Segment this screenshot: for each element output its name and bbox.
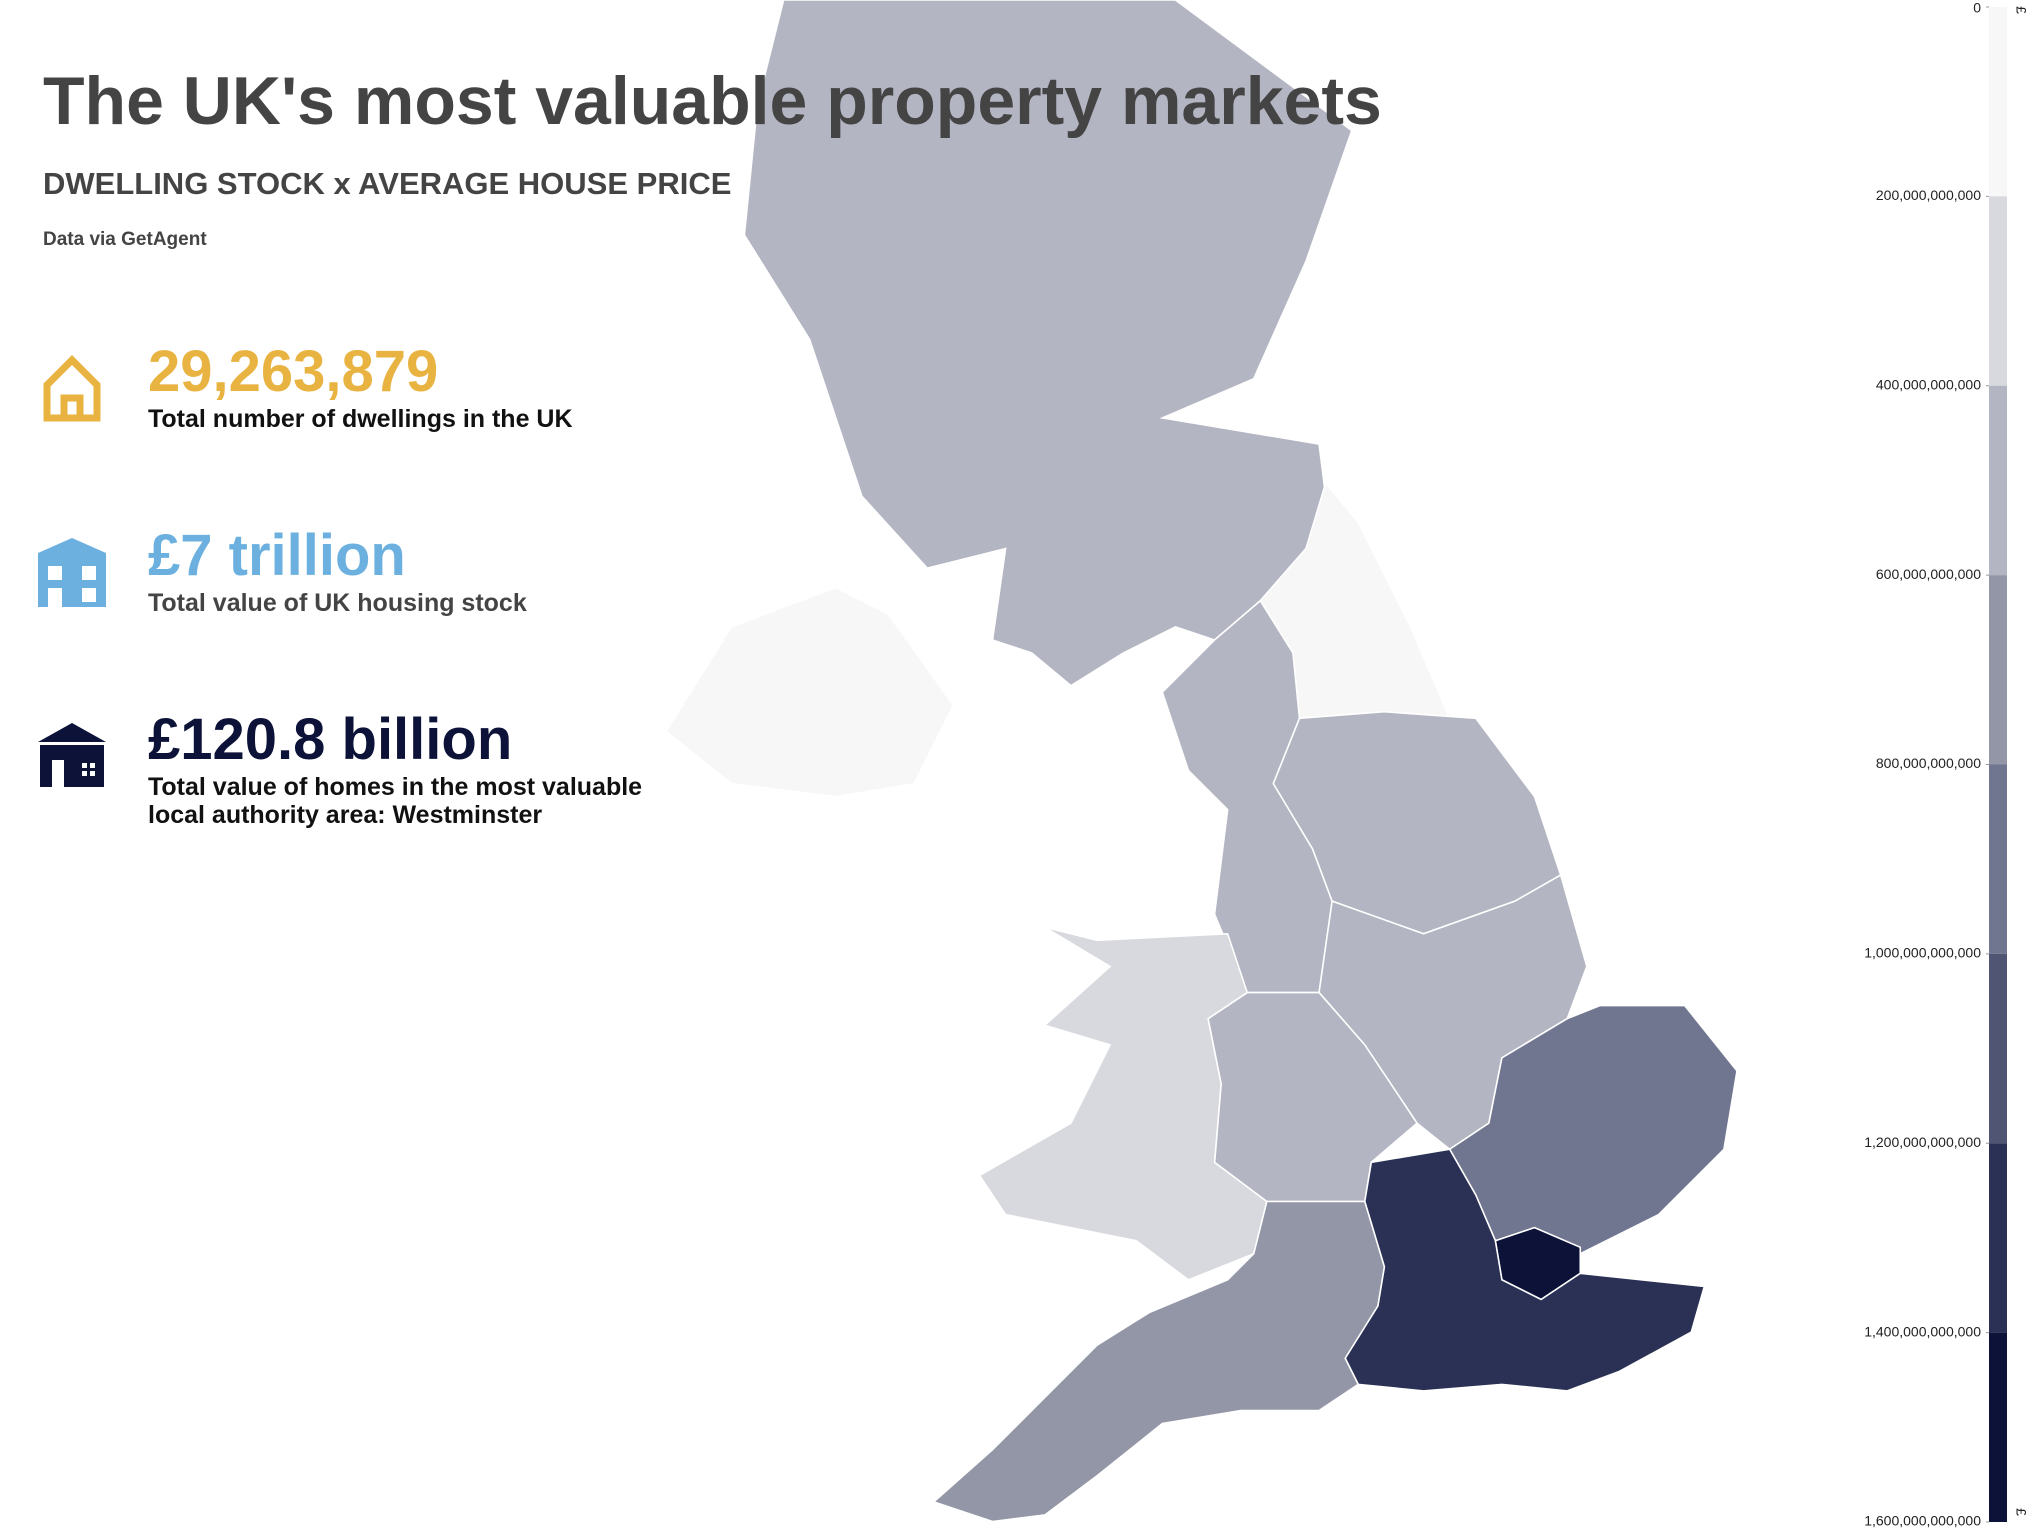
legend-band (1989, 7, 2007, 197)
legend-band (1989, 1143, 2007, 1333)
stat-label: local authority area: Westminster (148, 801, 543, 829)
legend-unit: £ (2013, 1508, 2029, 1516)
legend-unit: £ (2013, 6, 2029, 14)
stat-label: Total value of homes in the most valuabl… (148, 773, 643, 801)
region (978, 926, 1268, 1281)
icon-home (38, 723, 106, 787)
legend-band (1989, 385, 2007, 576)
stat: £120.8 billion Total value of homes in th… (148, 706, 642, 829)
title: The UK's most valuable property markets (43, 63, 1382, 139)
stat-value: 29,263,879 (148, 339, 439, 404)
legend-band (1989, 953, 2007, 1144)
subtitle: DWELLING STOCK x AVERAGE HOUSE PRICE (43, 166, 732, 201)
region (743, 0, 1353, 687)
legend-band (1989, 196, 2007, 386)
stat-value: £120.8 billion (148, 707, 513, 772)
region (665, 586, 955, 798)
tick-label: 0 (1973, 0, 1981, 16)
source: Data via GetAgent (43, 229, 207, 250)
legend: 0 200,000,000,000 400,000,000,000 600,000,0… (1864, 0, 2029, 1529)
tick-label: 600,000,000,000 (1876, 566, 1981, 582)
tick-label: 1,400,000,000,000 (1864, 1323, 1981, 1339)
icon-house (43, 355, 101, 422)
tick-label: 400,000,000,000 (1876, 376, 1981, 392)
stat-label: Total value of UK housing stock (148, 589, 527, 617)
region (932, 1200, 1386, 1523)
tick-label: 1,600,000,000,000 (1864, 1513, 1981, 1529)
stat-value: £7 trillion (148, 523, 406, 588)
regions (665, 0, 1738, 1523)
legend-band (1989, 575, 2007, 765)
stat: 29,263,879 Total number of dwellings in t… (148, 338, 573, 433)
legend-band (1989, 764, 2007, 954)
tick-label: 1,200,000,000,000 (1864, 1134, 1981, 1150)
legend-band (1989, 1332, 2007, 1522)
tick-label: 1,000,000,000,000 (1864, 945, 1981, 961)
stat: £7 trillion Total value of UK housing sto… (148, 522, 527, 617)
tick-label: 200,000,000,000 (1876, 187, 1981, 203)
stat-label: Total number of dwellings in the UK (148, 405, 573, 433)
icon-building (38, 538, 106, 607)
tick-label: 800,000,000,000 (1876, 755, 1981, 771)
